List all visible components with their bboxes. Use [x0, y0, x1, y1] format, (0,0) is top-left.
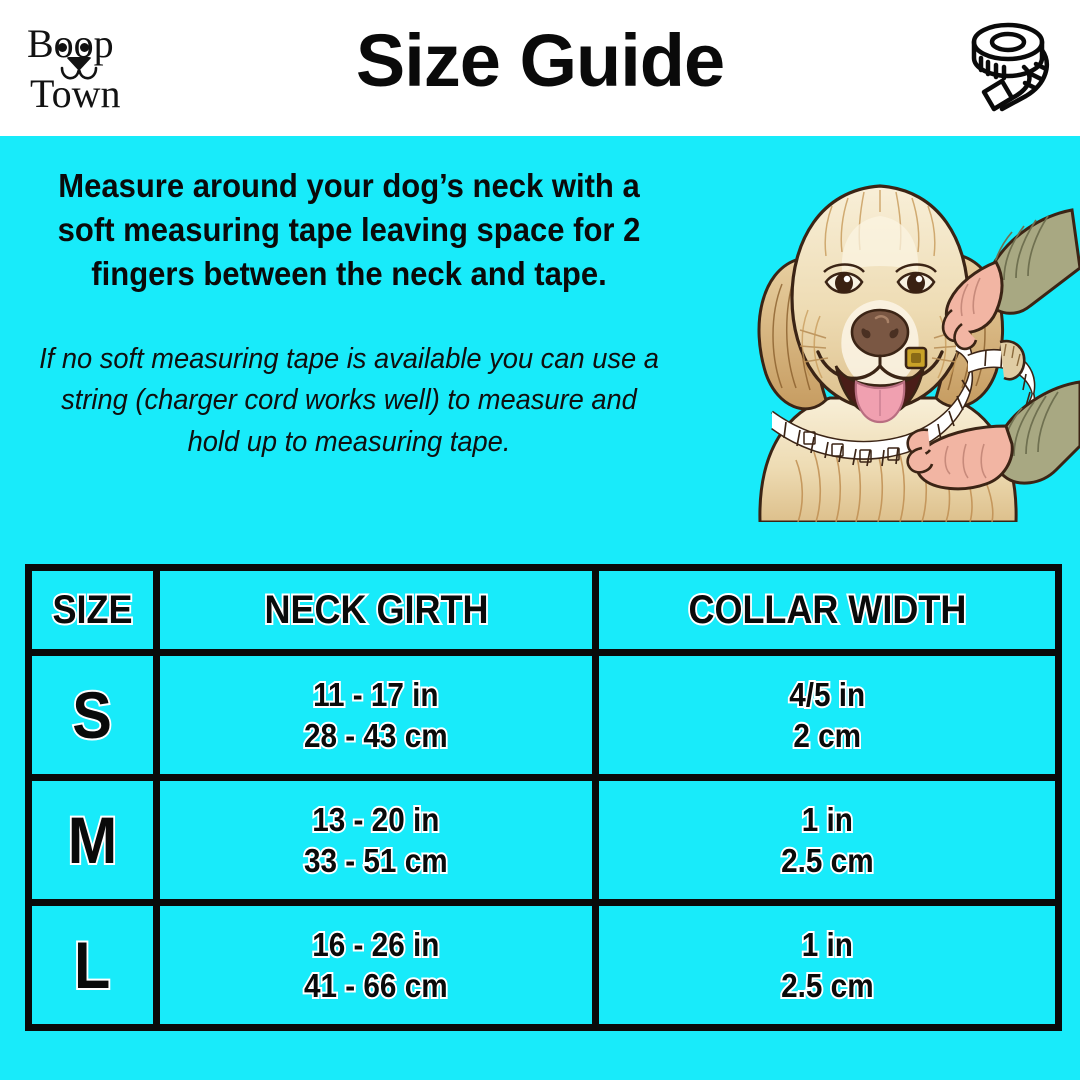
cell-size: M [25, 774, 160, 906]
girth-centimeters: 33 - 51 cm [302, 840, 449, 881]
logo-eye-right-icon [80, 43, 89, 52]
column-header-collar-width-label: COLLAR WIDTH [686, 586, 968, 634]
instruction-secondary: If no soft measuring tape is available y… [39, 342, 659, 459]
width-centimeters: 2.5 cm [779, 965, 875, 1006]
logo-line-boop: Boop [27, 21, 114, 66]
girth-centimeters: 41 - 66 cm [302, 965, 449, 1006]
header-band: Boop Town Size Guide [0, 0, 1080, 136]
size-letter: L [73, 926, 113, 1004]
table-row: M 13 - 20 in 33 - 51 cm 1 in 2.5 cm [25, 774, 1062, 906]
cell-size: S [25, 649, 160, 781]
column-header-neck-girth: NECK GIRTH [153, 564, 599, 656]
cell-collar-width: 1 in 2.5 cm [592, 899, 1062, 1031]
cell-neck-girth: 13 - 20 in 33 - 51 cm [153, 774, 599, 906]
size-letter: S [71, 676, 114, 754]
cell-collar-width: 1 in 2.5 cm [592, 774, 1062, 906]
dog-nose-icon [66, 57, 92, 71]
cell-neck-girth: 16 - 26 in 41 - 66 cm [153, 899, 599, 1031]
brand-logo: Boop Town [22, 22, 152, 117]
instruction-primary: Measure around your dog’s neck with a so… [57, 167, 641, 293]
width-centimeters: 2.5 cm [779, 840, 875, 881]
instructions-block: Measure around your dog’s neck with a so… [18, 164, 680, 464]
cell-neck-girth: 11 - 17 in 28 - 43 cm [153, 649, 599, 781]
column-header-collar-width: COLLAR WIDTH [592, 564, 1062, 656]
table-row: S 11 - 17 in 28 - 43 cm 4/5 in 2 cm [25, 649, 1062, 781]
width-inches: 1 in [800, 924, 855, 965]
logo-eye-left-icon [58, 43, 67, 52]
column-header-size: SIZE [25, 564, 160, 656]
column-header-neck-girth-label: NECK GIRTH [262, 586, 490, 634]
logo-line-town: Town [30, 71, 121, 116]
cell-size: L [25, 899, 160, 1031]
girth-inches: 13 - 20 in [311, 799, 442, 840]
size-chart-table: SIZE NECK GIRTH COLLAR WIDTH S 11 - 17 i… [25, 564, 1062, 1031]
dog-muzzle-icon [60, 66, 98, 80]
girth-inches: 11 - 17 in [311, 674, 440, 715]
width-inches: 4/5 in [787, 674, 867, 715]
measuring-tape-icon [971, 22, 1049, 112]
size-letter: M [66, 801, 119, 879]
column-header-size-label: SIZE [51, 586, 135, 634]
table-row: L 16 - 26 in 41 - 66 cm 1 in 2.5 cm [25, 899, 1062, 1031]
table-header-row: SIZE NECK GIRTH COLLAR WIDTH [25, 564, 1062, 656]
golden-retriever-illustration [757, 184, 1080, 522]
cell-collar-width: 4/5 in 2 cm [592, 649, 1062, 781]
width-inches: 1 in [800, 799, 855, 840]
girth-centimeters: 28 - 43 cm [302, 715, 449, 756]
page-title: Size Guide [355, 19, 725, 102]
girth-inches: 16 - 26 in [311, 924, 442, 965]
width-centimeters: 2 cm [791, 715, 862, 756]
body-area: Measure around your dog’s neck with a so… [0, 136, 1080, 1080]
